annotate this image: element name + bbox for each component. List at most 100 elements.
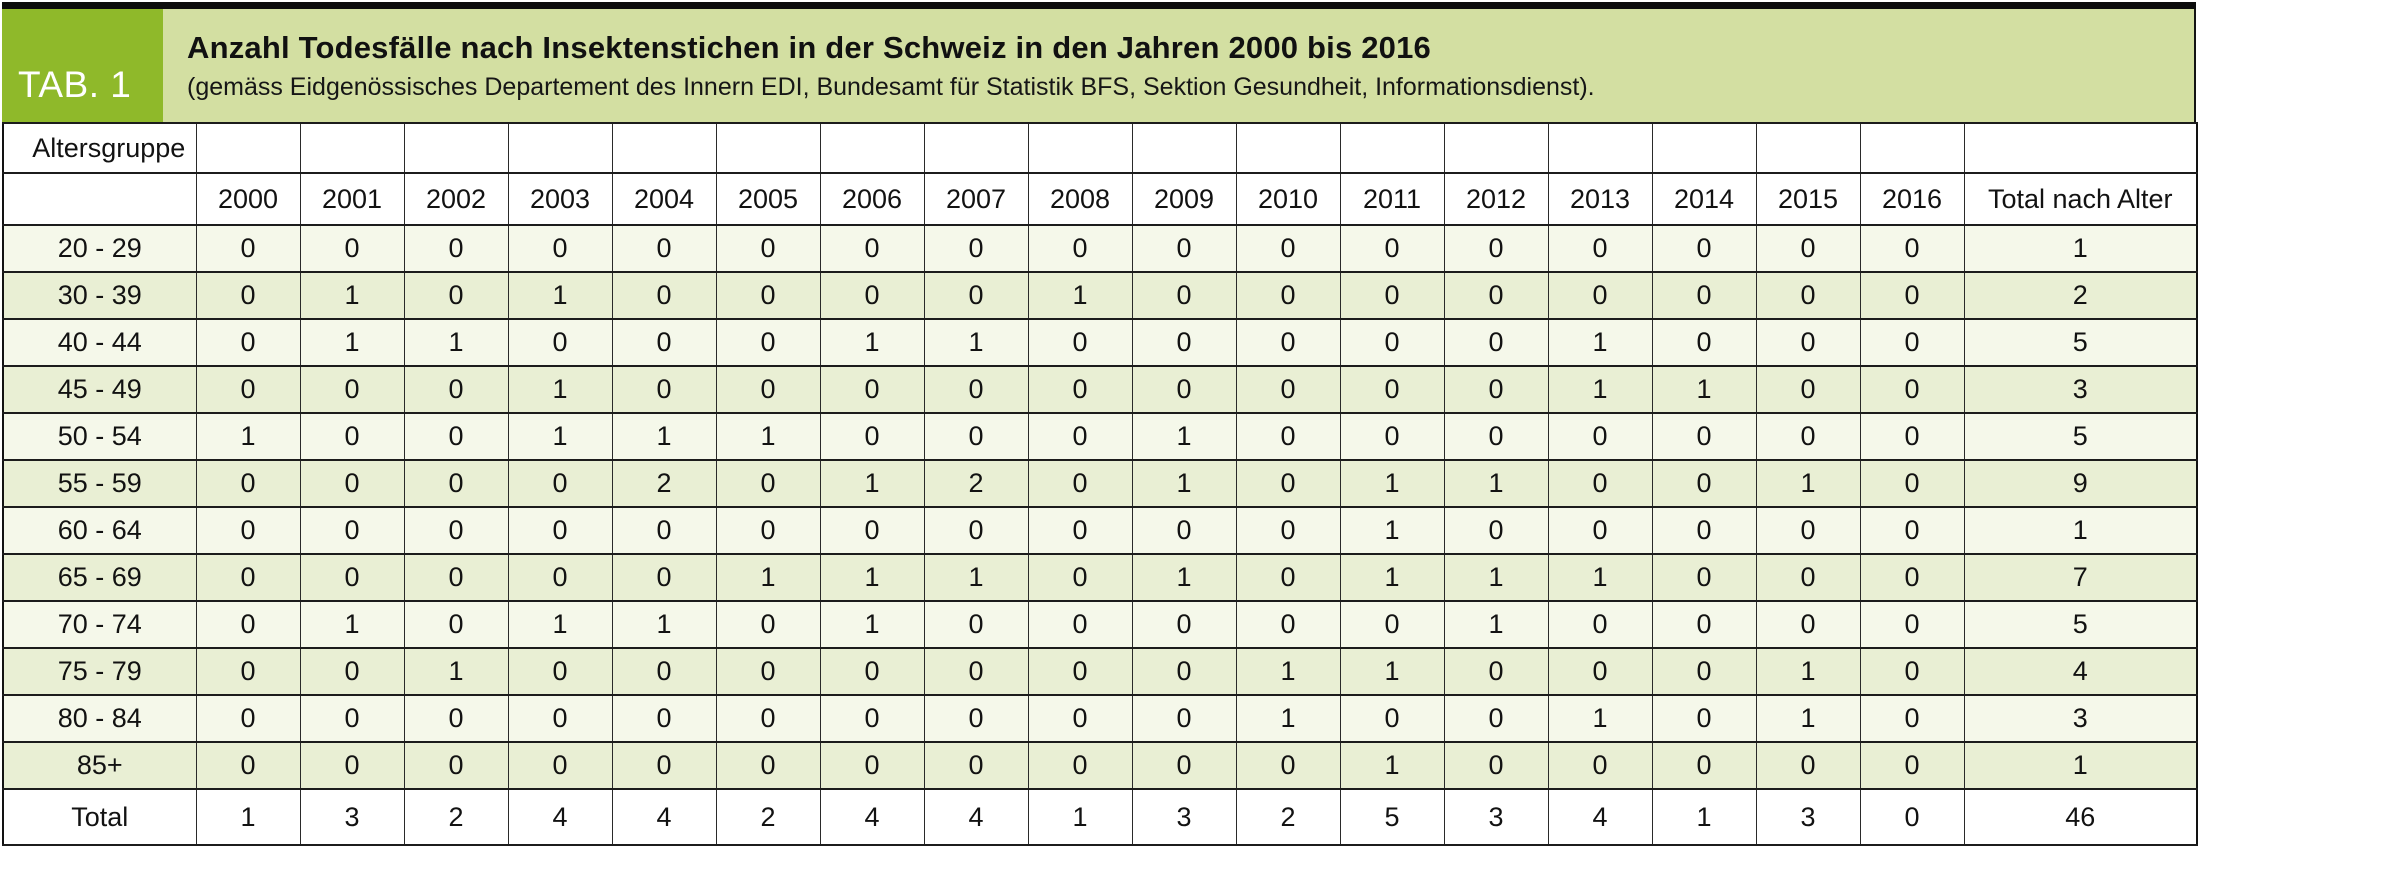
death-count-cell: 0: [403, 271, 509, 320]
death-count-cell: 0: [715, 365, 821, 414]
death-count-cell: 0: [1547, 271, 1653, 320]
year-header-cell: 2003: [507, 172, 613, 226]
empty-header-cell: [1235, 122, 1341, 174]
death-count-cell: 0: [1027, 506, 1133, 555]
figure-header: TAB. 1 Anzahl Todesfälle nach Insektenst…: [2, 9, 2196, 122]
death-count-cell: 0: [1651, 647, 1757, 696]
age-label-cell: 30 - 39: [2, 271, 197, 320]
row-total-cell: 1: [1963, 506, 2198, 555]
death-count-cell: 0: [195, 459, 301, 508]
age-label-cell: 60 - 64: [2, 506, 197, 555]
column-total-cell: 1: [1651, 788, 1757, 846]
death-count-cell: 0: [299, 412, 405, 461]
death-count-cell: 0: [1027, 459, 1133, 508]
death-count-cell: 0: [1131, 741, 1237, 790]
year-header-cell: 2010: [1235, 172, 1341, 226]
death-count-cell: 0: [1131, 506, 1237, 555]
row-total-cell: 1: [1963, 741, 2198, 790]
death-count-cell: 0: [1547, 224, 1653, 273]
empty-header-cell: [1651, 122, 1757, 174]
death-count-cell: 0: [507, 553, 613, 602]
death-count-cell: 0: [1651, 412, 1757, 461]
death-count-cell: 0: [1755, 224, 1861, 273]
empty-header-cell: [1755, 122, 1861, 174]
death-count-cell: 0: [611, 365, 717, 414]
death-count-cell: 0: [1443, 271, 1549, 320]
death-count-cell: 0: [715, 506, 821, 555]
death-count-cell: 1: [819, 553, 925, 602]
age-group-row: 55 - 59 0 0 0 0 2 0 1 2 0 1 0 1 1 0 0 1 0 9: [2, 459, 2198, 508]
row-total-cell: 9: [1963, 459, 2198, 508]
death-count-cell: 1: [403, 318, 509, 367]
death-count-cell: 0: [403, 694, 509, 743]
death-count-cell: 0: [1235, 224, 1341, 273]
death-count-cell: 0: [1755, 600, 1861, 649]
death-count-cell: 0: [1651, 741, 1757, 790]
year-header-cell: 2008: [1027, 172, 1133, 226]
death-count-cell: 0: [1235, 318, 1341, 367]
age-label-cell: 65 - 69: [2, 553, 197, 602]
table-body: Altersgruppe 2000 2001 2002 2003 2004 2005 2006…: [2, 122, 2198, 846]
death-count-cell: 1: [715, 553, 821, 602]
death-count-cell: 0: [1027, 412, 1133, 461]
death-count-cell: 1: [1131, 412, 1237, 461]
death-count-cell: 0: [1755, 412, 1861, 461]
death-count-cell: 1: [1339, 459, 1445, 508]
death-count-cell: 0: [1859, 506, 1965, 555]
table-figure: TAB. 1 Anzahl Todesfälle nach Insektenst…: [2, 2, 2198, 846]
empty-header-cell: [1131, 122, 1237, 174]
age-group-row: 65 - 69 0 0 0 0 0 1 1 1 0 1 0 1 1 1 0 0 0 7: [2, 553, 2198, 602]
row-total-cell: 5: [1963, 318, 2198, 367]
death-count-cell: 0: [715, 741, 821, 790]
death-count-cell: 0: [299, 506, 405, 555]
death-count-cell: 0: [299, 647, 405, 696]
death-count-cell: 1: [299, 271, 405, 320]
death-count-cell: 0: [1651, 694, 1757, 743]
column-total-cell: 4: [923, 788, 1029, 846]
row-total-cell: 1: [1963, 224, 2198, 273]
death-count-cell: 0: [1859, 600, 1965, 649]
death-count-cell: 0: [1235, 365, 1341, 414]
column-total-cell: 1: [195, 788, 301, 846]
death-count-cell: 0: [715, 271, 821, 320]
death-count-cell: 0: [1235, 600, 1341, 649]
death-count-cell: 0: [611, 647, 717, 696]
death-count-cell: 0: [1755, 318, 1861, 367]
death-count-cell: 1: [1651, 365, 1757, 414]
empty-header-cell: [923, 122, 1029, 174]
death-count-cell: 1: [1755, 459, 1861, 508]
death-count-cell: 2: [611, 459, 717, 508]
row-total-cell: 2: [1963, 271, 2198, 320]
age-label-cell: 45 - 49: [2, 365, 197, 414]
death-count-cell: 1: [507, 365, 613, 414]
death-count-cell: 0: [1235, 553, 1341, 602]
age-group-row: 40 - 44 0 1 1 0 0 0 1 1 0 0 0 0 0 1 0 0 0 5: [2, 318, 2198, 367]
death-count-cell: 1: [1755, 647, 1861, 696]
death-count-cell: 0: [1027, 224, 1133, 273]
empty-corner-cell: [2, 172, 197, 226]
death-count-cell: 0: [611, 224, 717, 273]
death-count-cell: 0: [819, 741, 925, 790]
death-count-cell: 2: [923, 459, 1029, 508]
death-count-cell: 0: [1651, 459, 1757, 508]
death-count-cell: 0: [1339, 694, 1445, 743]
death-count-cell: 0: [1651, 553, 1757, 602]
death-count-cell: 0: [1443, 318, 1549, 367]
death-count-cell: 1: [403, 647, 509, 696]
row-total-cell: 7: [1963, 553, 2198, 602]
death-count-cell: 1: [1547, 318, 1653, 367]
death-count-cell: 0: [1131, 600, 1237, 649]
death-count-cell: 0: [923, 224, 1029, 273]
death-count-cell: 1: [1547, 694, 1653, 743]
empty-header-cell: [819, 122, 925, 174]
age-group-header-cell: Altersgruppe: [2, 122, 197, 174]
death-count-cell: 0: [1859, 412, 1965, 461]
column-total-cell: 5: [1339, 788, 1445, 846]
row-total-cell: 4: [1963, 647, 2198, 696]
death-count-cell: 0: [1131, 365, 1237, 414]
death-count-cell: 0: [715, 459, 821, 508]
age-label-cell: 50 - 54: [2, 412, 197, 461]
death-count-cell: 0: [1547, 459, 1653, 508]
age-group-row: 75 - 79 0 0 1 0 0 0 0 0 0 0 1 1 0 0 0 1 0 4: [2, 647, 2198, 696]
figure-source-note: (gemäss Eidgenössisches Departement des …: [187, 72, 1595, 101]
